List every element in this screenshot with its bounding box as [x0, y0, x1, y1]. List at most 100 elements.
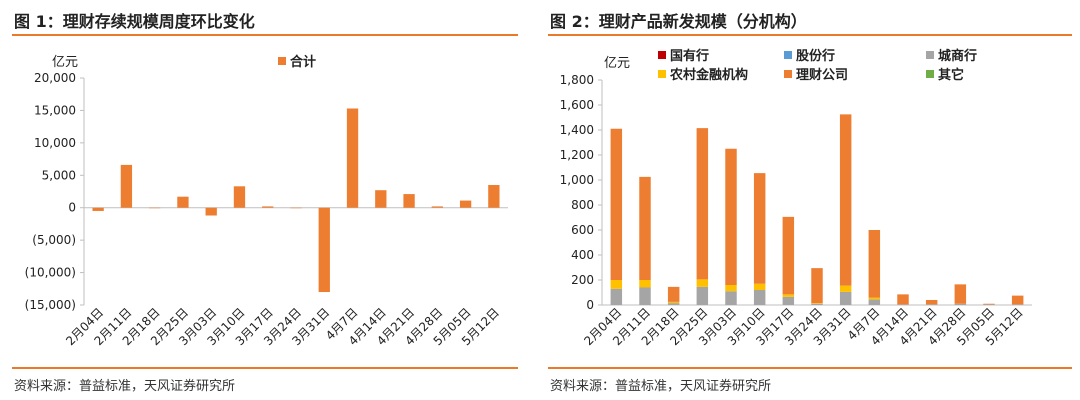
- bar-segment: [639, 176, 651, 280]
- bar: [92, 207, 104, 211]
- y-tick-label: 5,000: [42, 168, 76, 182]
- bar-segment: [1011, 304, 1024, 305]
- bar-segment: [839, 291, 852, 305]
- bar-segment: [925, 304, 938, 305]
- legend-label: 城商行: [938, 48, 977, 64]
- source-rule: [548, 367, 1072, 369]
- y-tick-label: (10,000): [25, 266, 76, 280]
- bar-segment: [725, 291, 737, 305]
- legend-swatch: [784, 51, 792, 59]
- bar-segment: [696, 286, 709, 305]
- bar-segment: [610, 280, 623, 289]
- y-tick-label: 400: [571, 248, 594, 262]
- bar: [177, 196, 189, 208]
- bar-segment: [954, 284, 967, 304]
- legend-swatch: [658, 51, 666, 59]
- bar-segment: [667, 303, 680, 305]
- bar: [205, 207, 217, 216]
- y-tick-label: 1,600: [560, 98, 594, 112]
- bar-segment: [725, 148, 737, 285]
- bar-segment: [954, 303, 967, 305]
- title-rule: [548, 34, 1072, 36]
- bar-segment: [753, 283, 766, 290]
- bar-segment: [667, 286, 680, 302]
- bar: [375, 190, 387, 208]
- bar-segment: [610, 128, 623, 280]
- y-tick-label: 1,400: [560, 123, 594, 137]
- bar-segment: [811, 303, 823, 304]
- y-tick-label: 20,000: [34, 71, 76, 85]
- left-chart: 20,000 15,000 10,000 5,000 0 (5,000) (10,000) (…: [25, 54, 508, 348]
- source-note: 资料来源：普益标准，天风证券研究所: [550, 379, 772, 394]
- y-tick-label: 0: [586, 298, 594, 312]
- y-tick-label: 1,000: [560, 173, 594, 187]
- y-tick-label: (15,000): [25, 298, 76, 312]
- y-tick-label: 10,000: [34, 136, 76, 150]
- bar: [120, 164, 133, 208]
- y-tick-label: 200: [571, 273, 594, 287]
- bar: [290, 207, 302, 209]
- bar-segment: [1011, 295, 1024, 305]
- y-tick-label: 600: [571, 223, 594, 237]
- bar-segment: [839, 285, 852, 292]
- bar-segment: [983, 303, 995, 305]
- legend-label: 农村金融机构: [669, 67, 748, 83]
- y-tick-label: (5,000): [32, 233, 76, 247]
- bar-segment: [868, 297, 881, 300]
- legend-swatch: [784, 70, 792, 78]
- y-tick-label: 15,000: [34, 103, 76, 117]
- bar-segment: [696, 128, 709, 280]
- bar: [488, 185, 500, 208]
- bar-segment: [839, 114, 852, 286]
- legend-swatch: [926, 70, 934, 78]
- bar-segment: [868, 299, 881, 305]
- bar: [233, 186, 246, 208]
- y-tick-label: 1,200: [560, 148, 594, 162]
- bar-segment: [868, 230, 881, 298]
- bar: [346, 108, 359, 208]
- bar-segment: [639, 280, 651, 288]
- bar-segment: [782, 294, 795, 297]
- right-chart-panel: 图 2：理财产品新发规模（分机构） 0 200 400 600 800 1,000 1,20…: [548, 0, 1072, 400]
- legend-label: 其它: [938, 67, 964, 83]
- y-axis-unit-label: 亿元: [52, 55, 78, 70]
- legend-swatch: [658, 70, 666, 78]
- legend-swatch: [278, 57, 286, 65]
- bar-segment: [639, 287, 651, 305]
- chart-title: 图 1：理财存续规模周度环比变化: [14, 12, 255, 31]
- legend-swatch: [926, 51, 934, 59]
- bar-segment: [782, 216, 795, 295]
- bar-segment: [983, 304, 995, 305]
- bar-segment: [925, 300, 938, 305]
- y-tick-label: 0: [68, 201, 76, 215]
- bar-segment: [811, 303, 823, 305]
- bar: [459, 200, 472, 208]
- bar: [149, 207, 161, 209]
- bar-segment: [897, 294, 909, 305]
- bar-segment: [610, 288, 623, 305]
- y-tick-label: 800: [571, 198, 594, 212]
- bar-segment: [696, 279, 709, 287]
- bar: [403, 194, 415, 208]
- title-rule: [12, 34, 518, 36]
- bar-segment: [667, 301, 680, 304]
- bar-segment: [725, 285, 737, 292]
- right-chart: 0 200 400 600 800 1,000 1,200 1,400 1,600 1,800 亿元…: [560, 48, 1032, 348]
- legend-label: 股份行: [796, 48, 835, 64]
- y-tick-label: 1,800: [560, 73, 594, 87]
- bar-segment: [753, 290, 766, 305]
- legend-label: 合计: [290, 54, 316, 70]
- bar: [431, 206, 443, 208]
- bar-segment: [811, 268, 823, 304]
- y-axis-unit-label: 亿元: [604, 56, 630, 71]
- source-rule: [12, 367, 518, 369]
- left-chart-panel: 图 1：理财存续规模周度环比变化 20,000 15,000 10,000 5,000…: [12, 0, 518, 400]
- legend-label: 国有行: [670, 48, 709, 64]
- bar: [318, 207, 330, 293]
- bar-segment: [753, 173, 766, 284]
- bar: [262, 206, 274, 208]
- chart-title: 图 2：理财产品新发规模（分机构）: [550, 12, 807, 31]
- source-note: 资料来源：普益标准，天风证券研究所: [14, 379, 236, 394]
- legend-label: 理财公司: [796, 67, 848, 83]
- bar-segment: [782, 296, 795, 305]
